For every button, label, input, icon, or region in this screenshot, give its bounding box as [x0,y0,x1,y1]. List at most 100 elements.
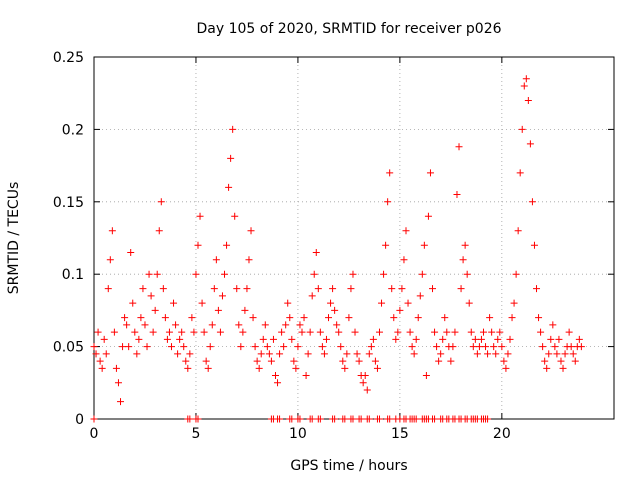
data-point [153,270,161,278]
data-point [292,364,300,372]
data-point [504,350,512,358]
data-point [577,343,585,351]
data-point [114,379,122,387]
data-point [400,256,408,264]
data-point [471,335,479,343]
data-point [274,379,282,387]
data-point [125,343,133,351]
data-point [104,285,112,293]
data-point [294,343,302,351]
zero-data-point [296,415,304,423]
data-point [331,306,339,314]
data-point [473,350,481,358]
data-point [467,328,475,336]
data-point [231,212,239,220]
data-point [441,314,449,322]
data-point [416,292,424,300]
data-points [90,75,585,423]
data-point [337,343,345,351]
data-point [469,343,477,351]
data-point [196,212,204,220]
data-point [163,335,171,343]
data-point [306,328,314,336]
data-point [245,256,253,264]
data-point [516,169,524,177]
data-point [437,350,445,358]
data-point [98,364,106,372]
data-point [178,328,186,336]
data-point [461,241,469,249]
data-point [343,350,351,358]
data-point [131,328,139,336]
data-point [431,328,439,336]
data-point [537,328,545,336]
data-point [255,364,263,372]
data-point [190,328,198,336]
data-point [414,314,422,322]
data-point [300,314,308,322]
data-point [296,321,304,329]
data-point [378,299,386,307]
data-point [159,285,167,293]
data-point [351,328,359,336]
data-point [398,285,406,293]
data-point [533,285,541,293]
data-point [412,335,420,343]
data-point [520,82,528,90]
data-point [355,357,363,365]
data-point [410,350,418,358]
data-point [561,350,569,358]
zero-data-point [194,415,202,423]
data-point [139,285,147,293]
data-point [235,321,243,329]
data-point [200,328,208,336]
data-point [555,335,563,343]
data-point [267,357,275,365]
zero-data-point [349,415,357,423]
data-point [137,314,145,322]
data-point [208,321,216,329]
data-point [361,372,369,380]
data-point [112,364,120,372]
data-point [239,328,247,336]
data-point [496,328,504,336]
data-point [530,241,538,249]
data-point [188,314,196,322]
data-point [123,321,131,329]
data-point [302,372,310,380]
data-point [455,143,463,151]
data-point [422,372,430,380]
data-point [257,350,265,358]
data-point [316,328,324,336]
data-point [557,357,565,365]
data-point [259,335,267,343]
data-point [329,285,337,293]
data-point [147,292,155,300]
data-point [347,285,355,293]
data-point [216,328,224,336]
data-point [426,169,434,177]
data-point [396,306,404,314]
data-point [172,321,180,329]
data-point [298,328,306,336]
data-point [390,314,398,322]
data-point [121,314,129,322]
data-point [559,364,567,372]
data-point [349,270,357,278]
data-point [373,364,381,372]
zero-data-point [316,415,324,423]
data-point [492,350,500,358]
data-point [253,357,261,365]
data-point [282,321,290,329]
data-point [547,335,555,343]
data-point [233,285,241,293]
data-point [418,270,426,278]
data-point [182,357,190,365]
data-point [96,357,104,365]
data-point [539,343,547,351]
data-point [551,343,559,351]
data-point [308,292,316,300]
data-point [261,321,269,329]
data-point [553,350,561,358]
